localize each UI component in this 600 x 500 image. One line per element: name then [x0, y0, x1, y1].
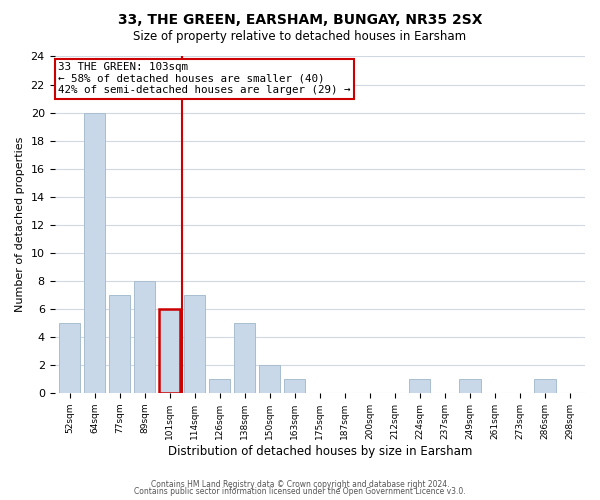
- Bar: [159, 309, 180, 393]
- Bar: [109, 294, 130, 393]
- Bar: [459, 379, 481, 393]
- Bar: [209, 379, 230, 393]
- Bar: [59, 323, 80, 393]
- Text: 33, THE GREEN, EARSHAM, BUNGAY, NR35 2SX: 33, THE GREEN, EARSHAM, BUNGAY, NR35 2SX: [118, 12, 482, 26]
- Bar: [184, 294, 205, 393]
- Bar: [409, 379, 430, 393]
- Text: 33 THE GREEN: 103sqm
← 58% of detached houses are smaller (40)
42% of semi-detac: 33 THE GREEN: 103sqm ← 58% of detached h…: [58, 62, 351, 96]
- Y-axis label: Number of detached properties: Number of detached properties: [15, 137, 25, 312]
- Bar: [234, 323, 256, 393]
- Bar: [284, 379, 305, 393]
- Bar: [535, 379, 556, 393]
- Bar: [259, 365, 280, 393]
- X-axis label: Distribution of detached houses by size in Earsham: Distribution of detached houses by size …: [167, 444, 472, 458]
- Bar: [134, 280, 155, 393]
- Text: Size of property relative to detached houses in Earsham: Size of property relative to detached ho…: [133, 30, 467, 43]
- Text: Contains public sector information licensed under the Open Government Licence v3: Contains public sector information licen…: [134, 487, 466, 496]
- Text: Contains HM Land Registry data © Crown copyright and database right 2024.: Contains HM Land Registry data © Crown c…: [151, 480, 449, 489]
- Bar: [84, 112, 105, 393]
